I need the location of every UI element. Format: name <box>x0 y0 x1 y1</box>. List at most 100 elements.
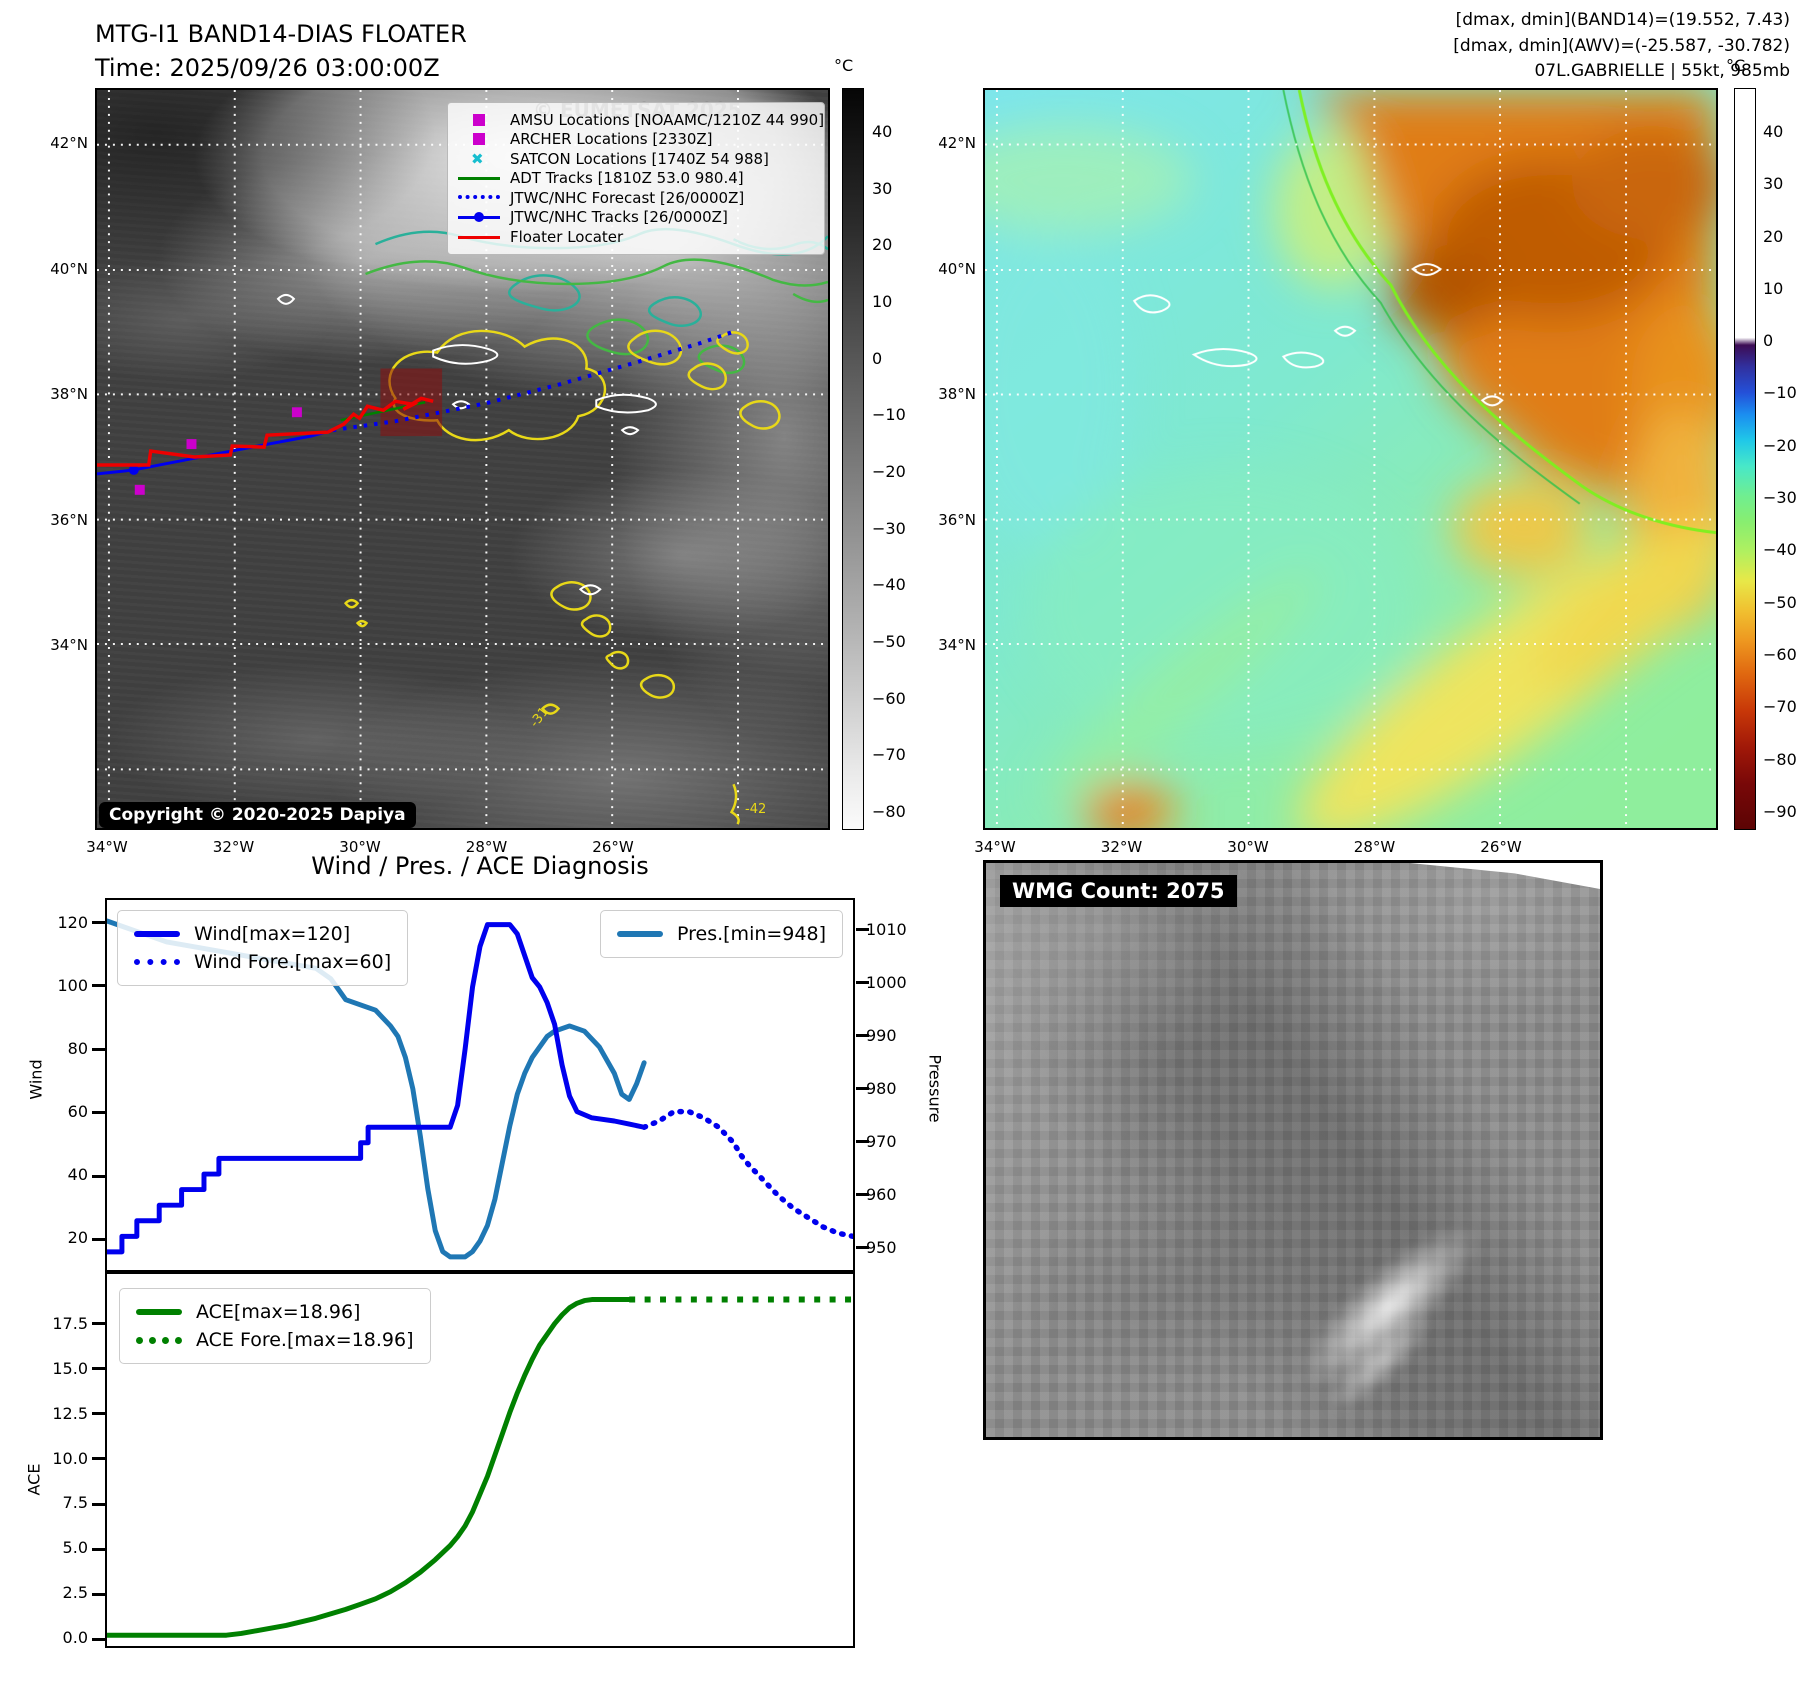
wind-pressure-chart: Wind[max=120] Wind Fore.[max=60] Pres.[m… <box>105 898 855 1272</box>
lon-tick: 28°W <box>465 838 508 856</box>
ace-chart: ACE[max=18.96] ACE Fore.[max=18.96] <box>105 1272 855 1648</box>
pressure-axis-marks <box>856 928 869 1249</box>
legend-label: JTWC/NHC Tracks [26/0000Z] <box>510 208 728 227</box>
wind-axis-marks <box>92 921 105 1241</box>
colorbar-tick: 30 <box>1763 174 1784 194</box>
map1-lon-axis: 34°W 32°W 30°W 28°W 26°W <box>77 838 643 856</box>
tick-mark <box>856 981 869 984</box>
tick-mark <box>92 984 105 988</box>
band14-colorbar-ticks: 40 30 20 10 0 −10 −20 −30 −40 −50 −60 −70 −80 <box>872 121 918 823</box>
ace-tick: 2.5 <box>62 1583 88 1603</box>
ace-plot <box>107 1296 853 1638</box>
colorbar-tick: −10 <box>872 405 906 425</box>
jtwc-track-point <box>128 464 139 475</box>
map1-lat-axis: 42°N 40°N 38°N 36°N 34°N <box>36 132 88 656</box>
tick-mark <box>92 1174 105 1178</box>
lon-tick: 34°W <box>86 838 128 856</box>
ace-tick: 5.0 <box>62 1538 88 1558</box>
wind-legend-row: Wind[max=120] <box>134 920 391 948</box>
tick-mark <box>92 1047 105 1051</box>
lat-tick: 40°N <box>938 259 976 278</box>
lat-tick: 42°N <box>938 134 976 152</box>
wind-forecast-series-line <box>641 1108 853 1240</box>
lat-tick: 38°N <box>938 385 976 403</box>
ace-fore-legend-row: ACE Fore.[max=18.96] <box>136 1326 414 1354</box>
pressure-line-icon <box>617 929 665 939</box>
ace-series-line <box>107 1297 632 1638</box>
satellite-product-title: MTG-I1 BAND14-DIAS FLOATER <box>95 20 467 48</box>
tick-mark <box>92 1237 105 1241</box>
pressure-tick: 990 <box>866 1026 897 1045</box>
tick-mark <box>92 1592 105 1596</box>
map-legend-row: JTWC/NHC Tracks [26/0000Z] <box>456 208 814 228</box>
tick-mark <box>92 1412 105 1416</box>
band14-map-overlay <box>97 90 828 828</box>
pressure-axis-label: Pressure <box>925 1054 945 1123</box>
wind-tick: 80 <box>67 1039 88 1058</box>
colorbar-tick: 40 <box>1763 122 1784 141</box>
ace-axis-ticks: 17.5 15.0 12.5 10.0 7.5 5.0 2.5 0.0 <box>40 1313 88 1649</box>
map-legend: AMSU Locations [NOAAMC/1210Z 44 990] ARCH… <box>447 102 825 255</box>
colorbar-tick: −30 <box>1763 488 1797 508</box>
legend-label: SATCON Locations [1740Z 54 988] <box>510 149 769 168</box>
tick-mark <box>856 1140 869 1143</box>
legend-marker-icon <box>456 170 502 186</box>
colorbar-tick: 0 <box>1763 331 1774 351</box>
wind-forecast-dots-icon <box>134 957 182 967</box>
legend-label: AMSU Locations [NOAAMC/1210Z 44 990] <box>510 110 825 129</box>
wind-tick: 100 <box>57 976 88 995</box>
tick-mark <box>92 1367 105 1371</box>
map-legend-row: Floater Locater <box>456 227 814 247</box>
lat-tick: 38°N <box>50 385 88 403</box>
pressure-tick: 1010 <box>866 920 907 939</box>
colorbar-tick: 0 <box>872 348 883 368</box>
legend-marker-icon <box>456 190 502 206</box>
colorbar-tick: −20 <box>1763 435 1797 455</box>
ace-tick: 10.0 <box>52 1448 88 1468</box>
ace-forecast-dots-icon <box>136 1335 184 1345</box>
tick-mark <box>856 1246 869 1249</box>
wind-axis-label: Wind <box>26 1059 46 1100</box>
colorbar-tick: 10 <box>872 291 893 311</box>
chart-title: Wind / Pres. / ACE Diagnosis <box>311 852 649 880</box>
map-legend-row: AMSU Locations [NOAAMC/1210Z 44 990] <box>456 110 824 130</box>
colorbar-tick: −50 <box>872 631 906 651</box>
awv-contours <box>1132 90 1716 535</box>
colorbar-tick: −50 <box>1763 592 1797 612</box>
lat-tick: 34°N <box>938 636 976 654</box>
wind-line-icon <box>134 929 182 939</box>
tick-mark <box>92 921 105 924</box>
tick-mark <box>92 1502 105 1506</box>
pressure-tick: 980 <box>866 1079 897 1098</box>
colorbar-tick: 10 <box>1763 278 1784 298</box>
wind-fore-legend-label: Wind Fore.[max=60] <box>194 951 392 973</box>
colorbar-tick: −80 <box>1763 749 1797 769</box>
map-legend-row: JTWC/NHC Forecast [26/0000Z] <box>456 188 814 208</box>
awv-temperature-field <box>985 90 1716 828</box>
colorbar-unit: °C <box>1726 56 1746 75</box>
colorbar-tick: −40 <box>1763 540 1797 560</box>
legend-label: Floater Locater <box>510 227 624 246</box>
legend-marker-icon <box>456 229 502 245</box>
pressure-axis-ticks: 1010 1000 990 980 970 960 950 <box>866 919 916 1259</box>
ace-legend-label: ACE[max=18.96] <box>196 1301 361 1323</box>
legend-label: ADT Tracks [1810Z 53.0 980.4] <box>510 169 744 188</box>
dmax-dmin-band14: [dmax, dmin](BAND14)=(19.552, 7.43) <box>1455 10 1790 30</box>
storm-id-intensity: 07L.GABRIELLE | 55kt, 985mb <box>1534 61 1790 81</box>
legend-marker-icon <box>456 150 502 168</box>
lon-tick: 26°W <box>1480 838 1522 856</box>
colorbar-tick: 30 <box>872 178 893 198</box>
legend-label: JTWC/NHC Forecast [26/0000Z] <box>510 188 745 207</box>
colorbar-tick: −70 <box>872 745 906 765</box>
storm-header: [dmax, dmin](BAND14)=(19.552, 7.43) [dma… <box>1453 8 1790 85</box>
legend-marker-icon <box>456 131 502 147</box>
tick-mark <box>856 1193 869 1196</box>
lat-tick: 36°N <box>50 510 88 529</box>
wmg-microwave-panel: WMG Count: 2075 <box>983 860 1603 1440</box>
tick-mark <box>92 1322 105 1325</box>
awv-enhanced-map <box>983 88 1718 830</box>
floater-track-line <box>97 396 434 467</box>
map-legend-row: SATCON Locations [1740Z 54 988] <box>456 149 814 169</box>
jtwc-forecast-line <box>332 329 735 433</box>
legend-label: ARCHER Locations [2330Z] <box>510 130 713 149</box>
